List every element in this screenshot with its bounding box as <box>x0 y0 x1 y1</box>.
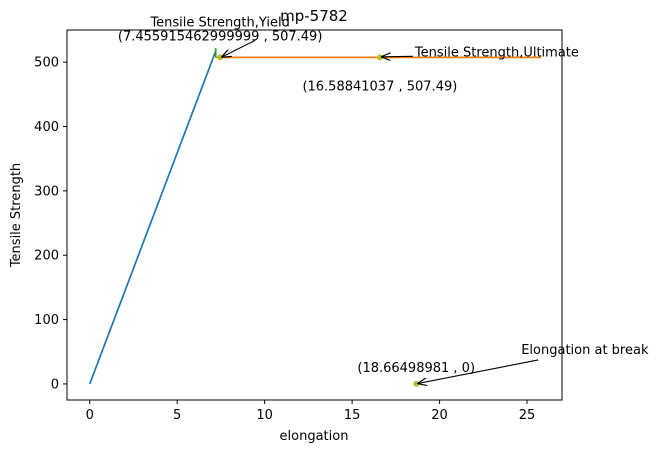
y-axis-label: Tensile Strength <box>9 163 24 268</box>
x-tick-label: 25 <box>519 408 536 423</box>
plot-frame <box>66 29 563 401</box>
y-axis-ticks: 0 100 200 300 400 500 <box>34 56 67 392</box>
x-tick-label: 20 <box>431 408 448 423</box>
x-axis-ticks: 0 5 10 15 20 25 <box>86 400 536 423</box>
annotation-label: Tensile Strength,Ultimate <box>414 45 579 60</box>
y-tick-label: 0 <box>51 377 59 392</box>
x-tick-label: 5 <box>173 408 181 423</box>
y-tick-label: 200 <box>34 249 59 264</box>
annotation-value: (18.66498981 , 0) <box>357 361 475 376</box>
y-tick-label: 100 <box>34 313 59 328</box>
data-point <box>217 54 224 61</box>
annotation-arrow <box>382 56 413 57</box>
annotation-value: (7.455915462999999 , 507.49) <box>118 29 323 44</box>
x-tick-label: 0 <box>86 408 94 423</box>
annotation-arrow <box>222 39 256 57</box>
annotation-value: (16.58841037 , 507.49) <box>302 79 457 94</box>
annotations: Tensile Strength,Yield(7.455915462999999… <box>118 15 649 383</box>
y-tick-label: 400 <box>34 120 59 135</box>
annotation-label: Elongation at break <box>521 343 649 358</box>
chart-title: mp-5782 <box>280 7 348 25</box>
series-line-elastic <box>88 50 217 385</box>
x-tick-label: 15 <box>344 408 361 423</box>
x-axis-label: elongation <box>280 429 349 444</box>
y-tick-label: 300 <box>34 184 59 199</box>
annotation-label: Tensile Strength,Yield <box>149 15 289 30</box>
x-tick-label: 10 <box>256 408 273 423</box>
y-tick-label: 500 <box>34 56 59 71</box>
annotation-arrow <box>418 359 539 384</box>
